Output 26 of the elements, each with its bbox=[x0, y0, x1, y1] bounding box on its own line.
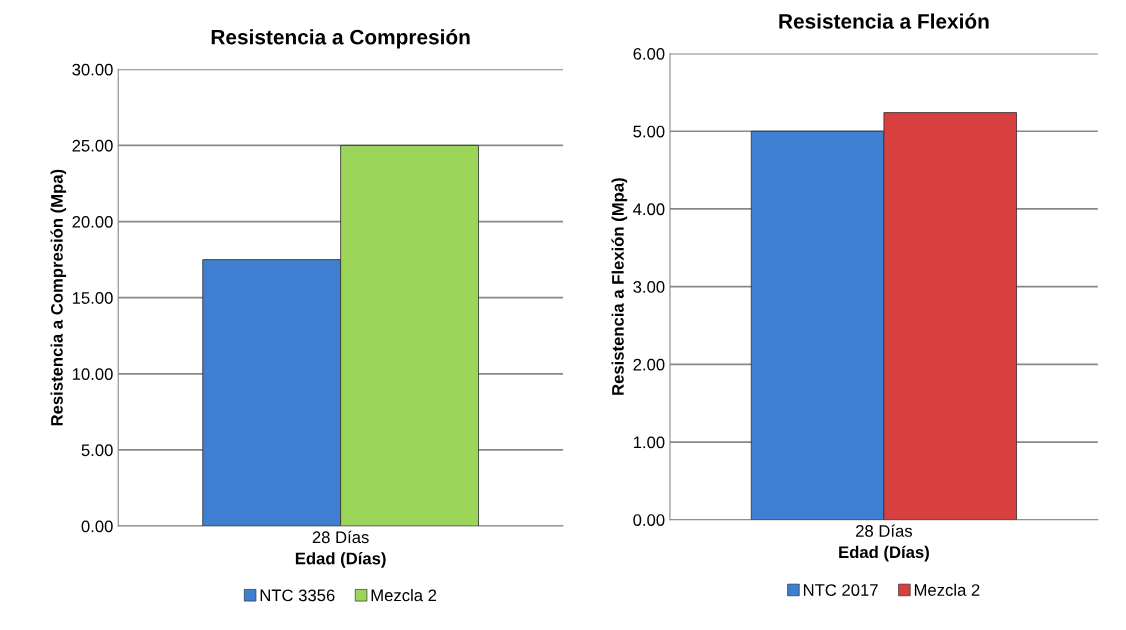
legend-label: NTC 2017 bbox=[803, 584, 878, 596]
y-tick-label: 15.00 bbox=[72, 292, 113, 304]
y-tick-label: 25.00 bbox=[72, 139, 113, 152]
y-tick-label: 10.00 bbox=[72, 368, 113, 380]
y-tick-label: 5.00 bbox=[81, 444, 113, 457]
chart-title: Resistencia a Compresión bbox=[211, 29, 470, 49]
x-axis-title: Edad (Días) bbox=[839, 545, 929, 562]
x-tick-label: 28 Días bbox=[312, 530, 369, 544]
y-tick-label: 3.00 bbox=[633, 281, 665, 293]
y-tick-label: 6.00 bbox=[633, 47, 665, 60]
y-axis-title: Resistencia a Compresión (Mpa) bbox=[50, 169, 67, 426]
y-tick-label: 1.00 bbox=[633, 436, 665, 449]
y-axis-title: Resistencia a Flexión (Mpa) bbox=[611, 178, 628, 395]
x-axis-title: Edad (Días) bbox=[295, 552, 386, 568]
y-tick-label: 30.00 bbox=[72, 63, 113, 76]
legend-label: Mezcla 2 bbox=[371, 589, 437, 602]
y-tick-label: 5.00 bbox=[633, 125, 665, 138]
chart-title: Resistencia a Flexión bbox=[779, 13, 989, 29]
x-tick-label: 28 Días bbox=[856, 524, 913, 537]
legend-label: NTC 3356 bbox=[260, 589, 335, 602]
legend-label: Mezcla 2 bbox=[914, 583, 980, 596]
y-tick-label: 20.00 bbox=[72, 215, 113, 228]
y-tick-label: 4.00 bbox=[633, 203, 665, 216]
y-tick-label: 2.00 bbox=[633, 358, 665, 371]
y-tick-label: 0.00 bbox=[633, 514, 665, 526]
y-tick-label: 0.00 bbox=[81, 520, 113, 533]
